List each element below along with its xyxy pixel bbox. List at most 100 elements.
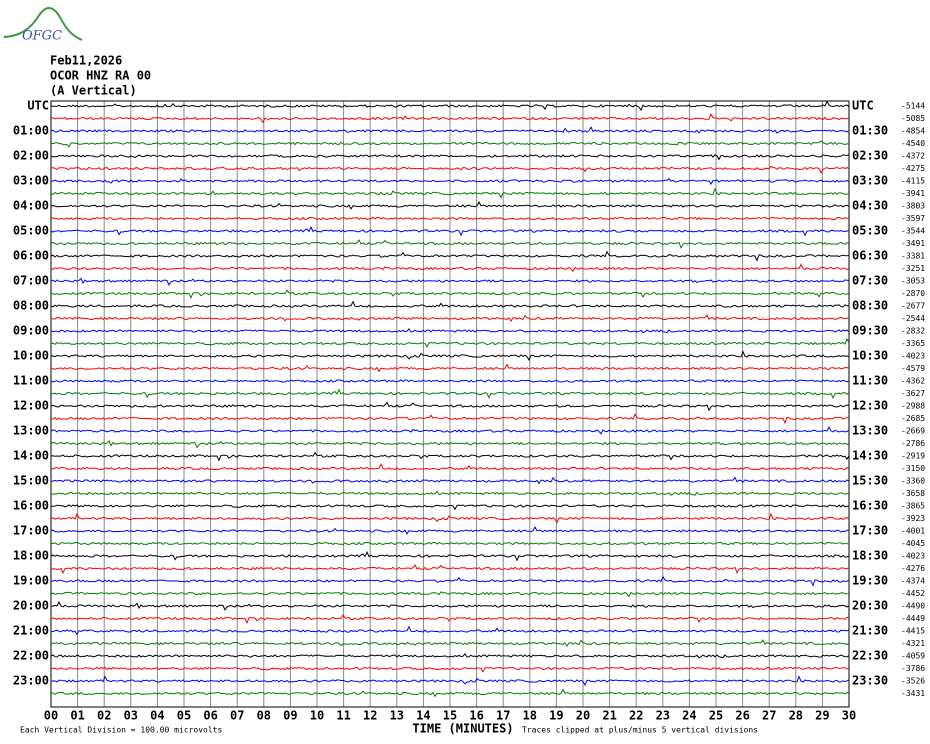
right-time-label: 08:30	[852, 299, 888, 313]
trace	[50, 187, 850, 199]
left-time-label: 03:00	[13, 174, 49, 188]
right-time-label: UTC	[852, 99, 874, 113]
trace-offset: -2832	[901, 327, 925, 336]
trace	[50, 363, 850, 373]
trace-offset: -4275	[901, 164, 925, 173]
x-tick-label: 20	[576, 709, 590, 723]
left-time-label: 20:00	[13, 599, 49, 613]
trace	[50, 666, 849, 673]
trace-offset: -2685	[901, 414, 925, 423]
x-tick-label: 03	[124, 709, 138, 723]
trace	[50, 652, 850, 659]
x-tick-label: 21	[602, 709, 616, 723]
left-time-label: 15:00	[13, 474, 49, 488]
trace	[50, 201, 850, 210]
trace-offset: -3381	[901, 252, 925, 261]
left-time-label: 19:00	[13, 574, 49, 588]
x-tick-label: 17	[496, 709, 510, 723]
left-time-label: 01:00	[13, 124, 49, 138]
left-time-label: 21:00	[13, 624, 49, 638]
left-time-label: 16:00	[13, 499, 49, 513]
left-time-label: 05:00	[13, 224, 49, 238]
trace	[50, 177, 850, 185]
x-tick-label: 06	[203, 709, 217, 723]
right-time-label: 20:30	[852, 599, 888, 613]
x-tick-label: 01	[70, 709, 84, 723]
trace-offset: -3365	[901, 339, 925, 348]
trace	[50, 277, 850, 286]
right-time-label: 12:30	[852, 399, 888, 413]
logo: OFGC	[3, 7, 83, 44]
left-time-label: 08:00	[13, 299, 49, 313]
right-time-label: 14:30	[852, 449, 888, 463]
right-time-label: 05:30	[852, 224, 888, 238]
trace	[50, 440, 850, 449]
trace-offset: -3865	[901, 502, 925, 511]
left-time-label: 17:00	[13, 524, 49, 538]
trace	[50, 526, 850, 535]
trace	[50, 379, 850, 383]
trace-offset: -3360	[901, 477, 925, 486]
x-tick-label: 10	[310, 709, 324, 723]
trace	[50, 413, 850, 425]
plot-border	[50, 100, 850, 708]
title-line: (A Vertical)	[50, 84, 137, 98]
x-tick-label: 12	[363, 709, 377, 723]
trace-offset: -2786	[901, 439, 925, 448]
trace	[50, 113, 850, 124]
x-tick-label: 25	[709, 709, 723, 723]
x-tick-label: 23	[656, 709, 670, 723]
trace	[50, 314, 850, 323]
trace-offset: -5085	[901, 114, 925, 123]
right-time-label: 11:30	[852, 374, 888, 388]
trace-offset: -4490	[901, 602, 925, 611]
left-time-label: 04:00	[13, 199, 49, 213]
x-tick-label: 07	[230, 709, 244, 723]
trace-offset: -4449	[901, 614, 925, 623]
right-time-label: 09:30	[852, 324, 888, 338]
trace	[50, 639, 850, 648]
left-time-label: 11:00	[13, 374, 49, 388]
trace-offset: -2988	[901, 402, 925, 411]
trace	[50, 327, 850, 334]
left-time-label: 14:00	[13, 449, 49, 463]
title-line: OCOR HNZ RA 00	[50, 69, 151, 83]
x-tick-label: 26	[735, 709, 749, 723]
trace	[50, 504, 849, 511]
trace	[50, 601, 850, 611]
trace	[50, 463, 850, 471]
x-tick-label: 14	[416, 709, 430, 723]
right-time-label: 21:30	[852, 624, 888, 638]
x-tick-label: 02	[97, 709, 111, 723]
x-tick-label: 27	[762, 709, 776, 723]
trace	[50, 688, 850, 698]
trace-offset: -3053	[901, 277, 925, 286]
right-time-label: 22:30	[852, 649, 888, 663]
trace	[50, 154, 850, 161]
x-tick-label: 19	[549, 709, 563, 723]
x-tick-label: 11	[336, 709, 350, 723]
trace-offset: -2870	[901, 289, 925, 298]
trace-offset: -2677	[901, 302, 925, 311]
trace-offset: -2669	[901, 427, 925, 436]
trace-offset: -2544	[901, 314, 925, 323]
trace-offset: -3627	[901, 389, 925, 398]
trace	[50, 250, 850, 262]
trace	[50, 100, 850, 112]
left-time-label: 13:00	[13, 424, 49, 438]
trace-offset: -3251	[901, 264, 925, 273]
right-time-label: 16:30	[852, 499, 888, 513]
trace-offset: -4321	[901, 639, 925, 648]
trace-offset: -4452	[901, 589, 925, 598]
trace	[51, 140, 850, 148]
trace	[50, 165, 850, 174]
trace-offset: -4059	[901, 652, 925, 661]
left-time-label: 09:00	[13, 324, 49, 338]
note: Traces clipped at plus/minus 5 vertical …	[522, 726, 758, 735]
trace	[50, 216, 850, 221]
trace	[50, 300, 850, 308]
x-tick-label: 16	[469, 709, 483, 723]
trace-offset: -4362	[901, 377, 925, 386]
logo-text: OFGC	[22, 29, 62, 44]
left-time-label: 10:00	[13, 349, 49, 363]
